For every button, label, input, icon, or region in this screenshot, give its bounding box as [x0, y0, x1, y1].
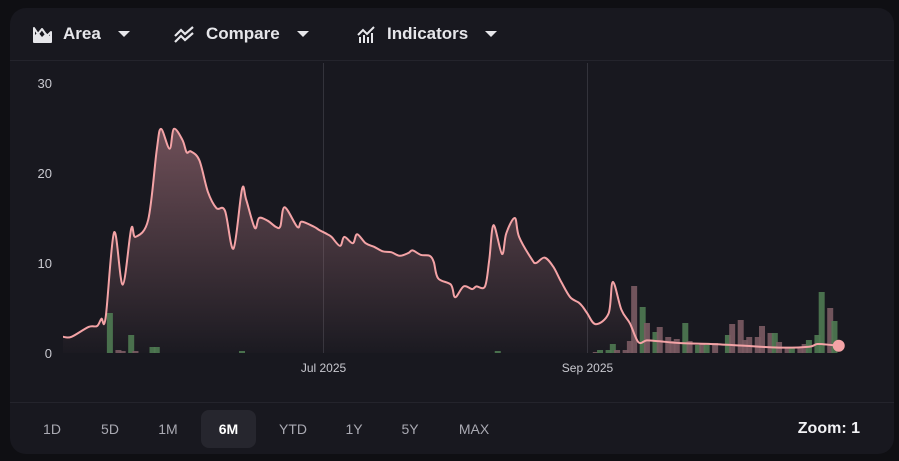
chart-toolbar: Area Compare Indicators [10, 8, 894, 61]
volume-bar [614, 350, 621, 353]
volume-bar [759, 326, 766, 353]
chevron-down-icon [485, 31, 498, 37]
compare-icon [174, 25, 194, 43]
volume-bar [669, 341, 676, 353]
indicators-dropdown[interactable]: Indicators [357, 22, 498, 46]
volume-bar [119, 351, 126, 353]
volume-bar [597, 350, 604, 353]
range-1m[interactable]: 1M [158, 421, 178, 437]
range-ytd[interactable]: YTD [279, 421, 307, 437]
area-chart-icon [33, 26, 52, 43]
price-line [62, 127, 839, 349]
compare-label: Compare [206, 24, 280, 43]
volume-bar [239, 351, 246, 353]
compare-dropdown[interactable]: Compare [174, 22, 309, 46]
volume-bar [712, 343, 719, 353]
volume-bar [831, 321, 838, 353]
volume-bar [818, 292, 825, 353]
indicators-label: Indicators [387, 24, 469, 43]
volume-bar [643, 323, 650, 353]
x-tick-label: Sep 2025 [562, 361, 614, 375]
volume-bar [737, 320, 744, 353]
range-1d[interactable]: 1D [43, 421, 61, 437]
volume-bar [784, 348, 791, 353]
volume-bar [609, 344, 616, 353]
y-tick-label: 30 [38, 76, 52, 91]
volume-bar [656, 327, 663, 353]
volume-bar [128, 335, 135, 353]
volume-bar [626, 341, 633, 353]
volume-bar [827, 308, 834, 353]
volume-bar [605, 350, 612, 353]
y-tick-label: 20 [38, 166, 52, 181]
volume-bar [115, 350, 122, 353]
range-1y[interactable]: 1Y [345, 421, 363, 437]
volume-bar [622, 350, 629, 353]
volume-bar [699, 343, 706, 353]
volume-bar [673, 339, 680, 353]
volume-bar [797, 348, 804, 353]
range-6m[interactable]: 6M [201, 410, 256, 448]
volume-bar [682, 323, 689, 353]
volume-bar [592, 352, 599, 353]
last-point-marker [832, 339, 845, 352]
chevron-down-icon [117, 31, 130, 37]
volume-bar [767, 333, 774, 353]
indicators-icon [357, 25, 375, 43]
volume-bar [665, 337, 672, 353]
volume-bar [746, 337, 753, 353]
volume-bar [686, 341, 693, 353]
volume-bar [652, 332, 659, 353]
volume-bar [801, 344, 808, 353]
range-max[interactable]: MAX [458, 421, 490, 437]
volume-bar [631, 286, 638, 353]
zoom-level: Zoom: 1 [797, 420, 860, 437]
volume-bar [695, 345, 702, 353]
area-fill [63, 128, 839, 353]
volume-bar [639, 307, 646, 353]
chart-type-dropdown[interactable]: Area [33, 22, 130, 46]
x-tick-label: Jul 2025 [301, 361, 347, 375]
volume-bar [771, 333, 778, 353]
range-5d[interactable]: 5D [101, 421, 119, 437]
volume-bar [788, 348, 795, 353]
volume-bar [754, 337, 761, 353]
volume-bar [149, 347, 156, 353]
y-tick-label: 0 [45, 346, 52, 361]
volume-bar [703, 345, 710, 353]
volume-bar [106, 313, 113, 353]
range-bar: 1D 5D 1M 6M YTD 1Y 5Y MAX Zoom: 1 [10, 402, 894, 455]
volume-bar [153, 347, 160, 353]
y-tick-label: 10 [38, 256, 52, 271]
volume-bar [494, 351, 501, 353]
chart-type-label: Area [63, 24, 101, 43]
range-5y[interactable]: 5Y [401, 421, 419, 437]
volume-bar [729, 324, 736, 353]
volume-bar [132, 351, 139, 353]
chevron-down-icon [296, 31, 309, 37]
